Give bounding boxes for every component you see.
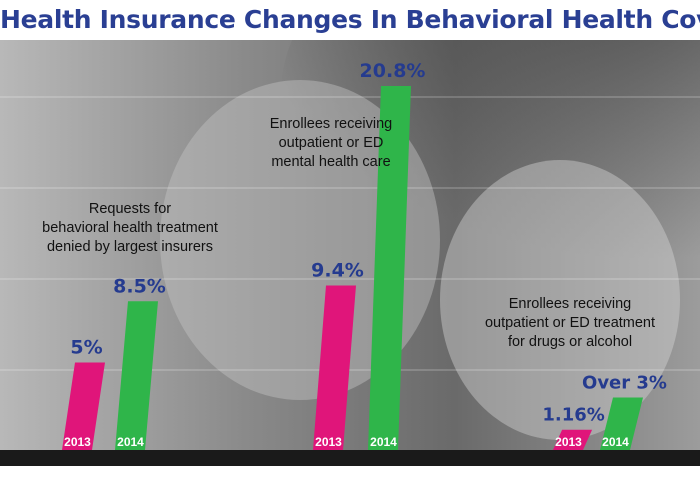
bar-2013-group-3 xyxy=(553,429,593,450)
annotation-line: outpatient or ED xyxy=(279,135,384,151)
year-label: 2014 xyxy=(117,435,144,449)
annotation-line: denied by largest insurers xyxy=(47,239,213,255)
graphic-credit: Graphic by NitroPress.com xyxy=(4,471,112,481)
annotation-line: outpatient or ED treatment xyxy=(485,315,655,331)
value-label: 9.4% xyxy=(311,260,364,282)
annotation-line: Enrollees receiving xyxy=(509,296,632,312)
value-label: 20.8% xyxy=(360,60,426,82)
annotation-line: Enrollees receiving xyxy=(270,116,393,132)
annotation-line: Requests for xyxy=(89,201,171,217)
bar-2014-group-2 xyxy=(368,86,411,450)
bar-2013-group-1 xyxy=(62,362,105,450)
chart-title: Health Insurance Changes In Behavioral H… xyxy=(0,5,700,34)
bar-chart: 5% 2013 8.5% 2014 Requests for behavioral hea… xyxy=(0,40,700,466)
value-label: 1.16% xyxy=(542,405,604,426)
year-label: 2014 xyxy=(370,435,397,449)
gridlines xyxy=(0,96,700,371)
annotation-line: behavioral health treatment xyxy=(42,220,218,236)
year-label: 2013 xyxy=(315,435,342,449)
group-annotation: Enrollees receiving outpatient or ED menta… xyxy=(270,116,393,170)
annotation-line: for drugs or alcohol xyxy=(508,334,632,350)
background-face-shape xyxy=(160,80,440,400)
value-label: 8.5% xyxy=(113,275,166,297)
chart-marks: 5% 2013 8.5% 2014 Requests for behavioral hea… xyxy=(42,60,667,450)
year-label: 2013 xyxy=(555,435,582,449)
annotation-line: mental health care xyxy=(271,154,390,170)
value-label: Over 3% xyxy=(582,373,667,394)
group-annotation: Requests for behavioral health treatment d… xyxy=(42,201,218,255)
value-label: 5% xyxy=(70,337,102,359)
bottom-strip xyxy=(0,450,700,466)
source-note: Source: 2015 and 2014 Consumer Report Ca… xyxy=(307,471,694,482)
background-hand-shape xyxy=(440,160,680,440)
bar-2013-group-2 xyxy=(313,285,356,450)
bar-2014-group-3 xyxy=(600,397,643,450)
year-label: 2013 xyxy=(64,435,91,449)
group-annotation: Enrollees receiving outpatient or ED trea… xyxy=(485,296,655,350)
bar-2014-group-1 xyxy=(115,301,158,450)
year-label: 2014 xyxy=(602,435,629,449)
